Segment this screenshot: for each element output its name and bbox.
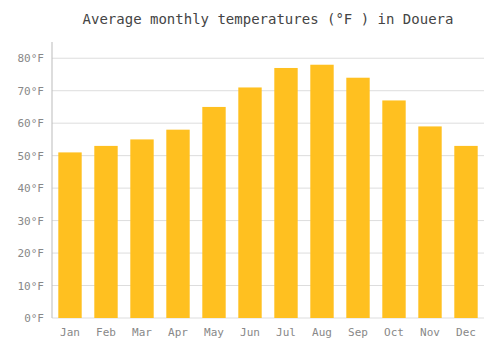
y-axis: 0°F 10°F 20°F 30°F 40°F 50°F 60°F 70°F 80°F xyxy=(18,52,485,325)
x-tick-label: May xyxy=(204,326,224,339)
bars xyxy=(58,65,477,318)
x-tick-label: Jan xyxy=(60,326,80,339)
bar xyxy=(418,126,441,318)
y-tick-label: 60°F xyxy=(18,117,45,130)
bar xyxy=(94,146,117,318)
x-tick-label: Dec xyxy=(456,326,476,339)
y-tick-label: 40°F xyxy=(18,182,45,195)
bar xyxy=(130,139,153,318)
x-tick-label: Nov xyxy=(420,326,440,339)
x-tick-label: Apr xyxy=(168,326,188,339)
x-tick-label: Aug xyxy=(312,326,332,339)
grid-line xyxy=(52,90,484,91)
y-tick-label: 80°F xyxy=(18,52,45,65)
y-tick-label: 70°F xyxy=(18,85,45,98)
chart: Average monthly temperatures (°F ) in Do… xyxy=(0,0,500,350)
x-tick-label: Sep xyxy=(348,326,368,339)
x-axis: Jan Feb Mar Apr May Jun Jul Aug Sep Oct Nov Dec xyxy=(60,326,476,339)
bar xyxy=(454,146,477,318)
bar xyxy=(238,87,261,318)
bar xyxy=(202,107,225,318)
grid-line xyxy=(52,123,484,124)
bar xyxy=(58,152,81,318)
x-tick-label: Feb xyxy=(96,326,116,339)
y-tick-label: 30°F xyxy=(18,215,45,228)
bar xyxy=(346,78,369,318)
y-tick-label: 0°F xyxy=(24,312,44,325)
bar xyxy=(274,68,297,318)
x-tick-label: Oct xyxy=(384,326,404,339)
x-tick-label: Jul xyxy=(276,326,296,339)
bar xyxy=(382,100,405,318)
grid-line xyxy=(52,58,484,59)
y-tick-label: 10°F xyxy=(18,280,45,293)
x-tick-label: Mar xyxy=(132,326,152,339)
y-tick-label: 20°F xyxy=(18,247,45,260)
x-tick-label: Jun xyxy=(240,326,260,339)
y-tick-label: 50°F xyxy=(18,150,45,163)
y-axis-line xyxy=(52,42,53,318)
bar xyxy=(310,65,333,318)
title: Average monthly temperatures (°F ) in Do… xyxy=(83,11,454,27)
bar xyxy=(166,130,189,318)
chart-container: Average monthly temperatures (°F ) in Do… xyxy=(0,0,500,350)
